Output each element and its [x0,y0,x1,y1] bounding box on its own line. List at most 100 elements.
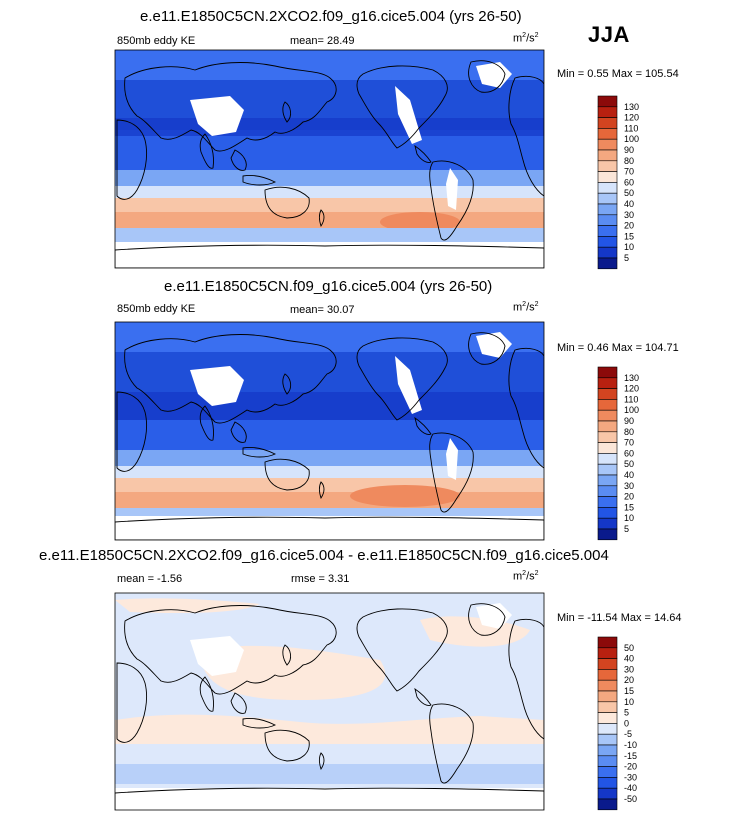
colorbar-tick-label: 120 [624,384,639,394]
colorbar-swatch [597,128,618,140]
colorbar-tick-label: 30 [624,210,634,220]
panel3-map [114,592,545,811]
panel3-units: m2/s2 [513,570,539,583]
colorbar-tick-label: 20 [624,221,634,231]
colorbar-swatch [597,517,618,530]
colorbar-tick-label: -50 [624,794,637,804]
colorbar-tick-label: 10 [624,242,634,252]
panel2-units: m2/s2 [513,301,539,314]
colorbar-tick-label: -20 [624,762,637,772]
panel1-variable-label: 850mb eddy KE [117,35,196,47]
colorbar-swatch [597,171,618,183]
colorbar-swatch [597,701,618,713]
panel2-map [114,321,545,541]
colorbar-tick-label: 15 [624,502,634,512]
colorbar-swatch [597,214,618,226]
colorbar-swatch [597,744,618,757]
colorbar-tick-label: -15 [624,751,637,761]
colorbar-swatch [597,658,618,670]
colorbar-tick-label: 15 [624,231,634,241]
panel3-minmax: Min = -11.54 Max = 14.64 [557,612,682,624]
colorbar-swatch [597,755,618,767]
colorbar-swatch [597,798,618,811]
colorbar-tick-label: 40 [624,199,634,209]
colorbar-tick-label: 100 [624,405,639,415]
colorbar-swatch [597,507,618,519]
colorbar-swatch [597,246,618,259]
colorbar-tick-label: 60 [624,448,634,458]
colorbar-swatch [597,442,618,454]
colorbar-swatch [597,149,618,162]
colorbar-swatch [597,528,618,541]
panel2-title: e.e11.E1850C5CN.f09_g16.cice5.004 (yrs 2… [164,278,493,295]
colorbar-swatch [597,474,618,487]
colorbar-tick-label: 30 [624,664,634,674]
colorbar-tick-label: -40 [624,783,637,793]
colorbar-swatch [597,399,618,411]
colorbar-tick-label: 90 [624,145,634,155]
colorbar-tick-label: 30 [624,481,634,491]
panel1-minmax: Min = 0.55 Max = 105.54 [557,68,679,80]
colorbar-swatch [597,485,618,497]
colorbar-swatch [597,669,618,681]
colorbar-tick-label: 50 [624,643,634,653]
colorbar-swatch [597,679,618,692]
colorbar-swatch [597,733,618,746]
colorbar-tick-label: -10 [624,740,637,750]
colorbar-swatch [597,463,618,476]
colorbar-swatch [597,388,618,400]
panel1-mean: mean= 28.49 [290,35,355,47]
colorbar-swatch [597,225,618,237]
colorbar-tick-label: 110 [624,394,638,404]
colorbar-tick-label: 110 [624,123,638,133]
colorbar-tick-label: 130 [624,373,639,383]
panel2-variable-label: 850mb eddy KE [117,303,196,315]
colorbar-swatch [597,236,618,248]
colorbar-tick-label: 100 [624,134,639,144]
colorbar-swatch [597,636,618,649]
colorbar-swatch [597,203,618,216]
colorbar-tick-label: 40 [624,654,634,664]
colorbar-swatch [597,106,618,118]
colorbar-swatch [597,496,618,508]
panel1-units: m2/s2 [513,32,539,45]
colorbar-tick-label: 90 [624,416,634,426]
panel1-map [114,49,545,269]
panel3-title: e.e11.E1850C5CN.2XCO2.f09_g16.cice5.004 … [39,547,609,564]
colorbar-tick-label: 50 [624,459,634,469]
panel3-rmse: rmse = 3.31 [291,573,350,585]
colorbar-tick-label: 5 [624,708,629,718]
panel2-minmax: Min = 0.46 Max = 104.71 [557,342,679,354]
colorbar-tick-label: 80 [624,156,634,166]
colorbar-swatch [597,723,618,735]
panel1-title: e.e11.E1850C5CN.2XCO2.f09_g16.cice5.004 … [140,8,522,25]
panel3-mean: mean = -1.56 [117,573,183,585]
colorbar-swatch [597,366,618,379]
colorbar-swatch [597,160,618,172]
colorbar-tick-label: 60 [624,177,634,187]
colorbar-swatch [597,420,618,433]
colorbar-swatch [597,377,618,389]
colorbar-tick-label: 70 [624,167,634,177]
colorbar-tick-label: 130 [624,102,639,112]
colorbar-swatch [597,257,618,270]
colorbar-swatch [597,787,618,800]
colorbar-swatch [597,192,618,205]
colorbar-tick-label: 20 [624,492,634,502]
colorbar-tick-label: -30 [624,772,637,782]
colorbar-tick-label: 0 [624,718,629,728]
colorbar-tick-label: 10 [624,513,634,523]
colorbar-tick-label: -5 [624,729,632,739]
colorbar-tick-label: 5 [624,253,629,263]
colorbar-swatch [597,431,618,443]
colorbar-tick-label: 50 [624,188,634,198]
colorbar-swatch [597,766,618,778]
colorbar-tick-label: 15 [624,686,634,696]
season-label: JJA [588,22,630,47]
colorbar-swatch [597,138,618,151]
colorbar-swatch [597,712,618,724]
